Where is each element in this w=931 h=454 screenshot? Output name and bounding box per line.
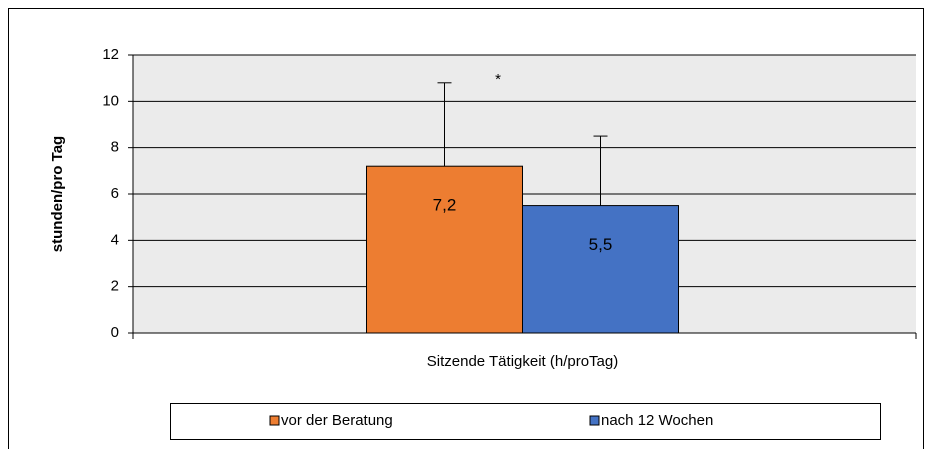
legend-label: vor der Beratung [281, 412, 393, 429]
y-tick-label: 6 [111, 185, 119, 202]
value-label: 5,5 [589, 235, 613, 254]
y-tick-label: 8 [111, 139, 119, 156]
legend-label: nach 12 Wochen [601, 412, 713, 429]
y-tick-label: 10 [102, 92, 119, 109]
y-axis-label: stunden/pro Tag [49, 136, 66, 252]
y-tick-label: 12 [102, 46, 119, 63]
y-tick-label: 2 [111, 278, 119, 295]
legend-swatch [269, 415, 280, 426]
y-tick-label: 4 [111, 231, 119, 248]
bar [522, 205, 679, 334]
x-tick-label: Sitzende Tätigkeit (h/proTag) [427, 353, 619, 370]
value-label: 7,2 [433, 196, 457, 215]
legend-swatch [589, 415, 600, 426]
annotation: * [495, 71, 501, 88]
bar [366, 165, 523, 334]
legend [170, 403, 881, 440]
y-tick-label: 0 [111, 324, 119, 341]
